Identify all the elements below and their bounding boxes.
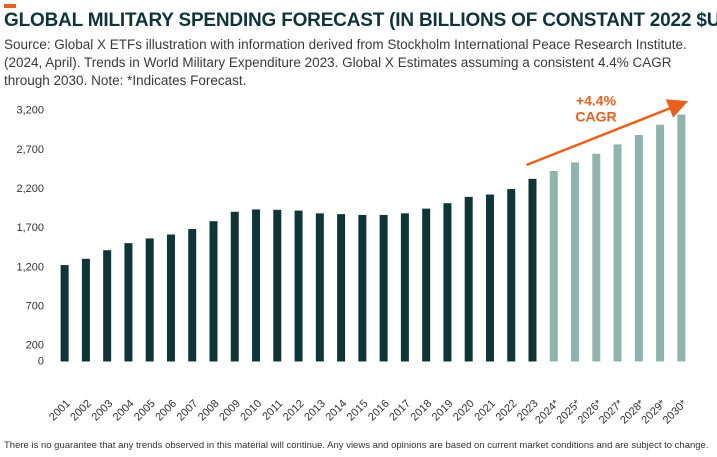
y-tick-label: 3,200: [16, 105, 44, 117]
chart-title: GLOBAL MILITARY SPENDING FORECAST (IN BI…: [4, 10, 717, 31]
y-tick-label: 700: [26, 301, 44, 313]
x-tick-label: 2012: [281, 398, 307, 424]
y-tick-label: 2,700: [16, 144, 44, 156]
bar: [188, 229, 197, 362]
annotation: +4.4%: [576, 93, 617, 109]
bar: [677, 114, 686, 362]
bar: [400, 213, 409, 362]
x-tick-label: 2006: [153, 398, 179, 424]
x-tick-label: 2014: [323, 398, 349, 424]
x-tick-label: 2022: [494, 398, 520, 424]
bar: [273, 209, 282, 362]
annotation: CAGR: [575, 109, 616, 125]
bar: [124, 243, 133, 362]
y-tick-label: 1,700: [16, 222, 44, 234]
bar: [294, 210, 303, 362]
bar: [315, 213, 324, 362]
bar: [634, 134, 643, 362]
y-tick-label: 0: [38, 355, 44, 367]
x-tick-label: 2018: [409, 398, 435, 424]
bar: [60, 265, 69, 362]
bar: [464, 196, 473, 362]
bar: [252, 209, 261, 362]
y-tick-label: 1,200: [16, 261, 44, 273]
bar: [528, 178, 537, 362]
x-tick-label: 2005: [132, 398, 158, 424]
x-tick-label: 2004: [111, 398, 137, 424]
x-tick-label: 2010: [238, 398, 264, 424]
x-tick-label: 2020: [451, 398, 477, 424]
footnote: There is no guarantee that any trends ob…: [4, 440, 709, 451]
bar: [422, 208, 431, 362]
bar: [230, 211, 239, 362]
x-tick-label: 2015: [345, 398, 371, 424]
bar: [613, 144, 622, 362]
bar: [592, 153, 601, 362]
x-tick-label: 2021: [472, 398, 498, 424]
x-tick-label: 2003: [90, 398, 116, 424]
bar: [485, 194, 494, 362]
bar: [337, 214, 346, 362]
bar: [166, 234, 175, 362]
x-tick-label: 2008: [196, 398, 222, 424]
bar: [656, 124, 665, 362]
bar: [209, 221, 218, 362]
y-tick-label: 2,200: [16, 183, 44, 195]
x-tick-label: 2011: [260, 398, 285, 423]
x-tick-label: 2016: [366, 398, 392, 424]
cagr-arrow: [526, 99, 689, 167]
y-tick-label: 200: [26, 340, 44, 352]
bar: [379, 214, 388, 362]
bar: [571, 162, 580, 362]
x-tick-label: 2030*: [661, 397, 690, 426]
accent-bar: [4, 4, 16, 8]
bar: [145, 238, 154, 362]
bar: [358, 214, 367, 362]
x-tick-label: 2007: [175, 398, 201, 424]
chart-subtitle: Source: Global X ETFs illustration with …: [4, 37, 687, 88]
x-tick-label: 2017: [387, 398, 413, 424]
bar: [103, 250, 112, 362]
bar: [443, 203, 452, 362]
x-tick-label: 2009: [217, 398, 243, 424]
x-tick-label: 2019: [430, 398, 456, 424]
bar: [507, 189, 516, 362]
x-tick-label: 2002: [68, 398, 94, 424]
bar: [549, 171, 558, 362]
bar: [81, 258, 90, 362]
x-tick-label: 2001: [47, 398, 73, 424]
x-tick-label: 2013: [302, 398, 328, 424]
